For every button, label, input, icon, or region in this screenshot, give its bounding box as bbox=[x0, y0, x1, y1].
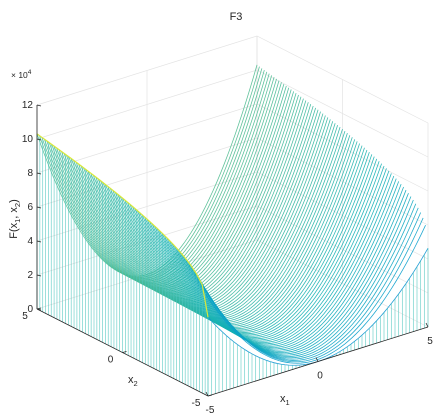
surface-isoline bbox=[151, 154, 373, 336]
surface-isoline bbox=[170, 173, 392, 346]
surface-isoline bbox=[158, 161, 380, 340]
surface-isoline bbox=[178, 181, 400, 350]
z-tick-mark bbox=[36, 104, 42, 107]
surface-isoline bbox=[180, 184, 402, 351]
z-tick-label: 2 bbox=[27, 270, 33, 281]
surface-isoline bbox=[161, 163, 382, 341]
surface-isoline bbox=[58, 80, 280, 288]
chart-title: F3 bbox=[230, 11, 243, 23]
surface-isoline bbox=[202, 217, 424, 363]
z-exponent-label: × 104 bbox=[11, 69, 32, 80]
surface-top-edge bbox=[36, 133, 209, 318]
x1-tick-mark bbox=[205, 391, 209, 397]
x2-tick-label: -5 bbox=[192, 398, 201, 409]
surface-isoline bbox=[200, 212, 422, 361]
surface-isoline bbox=[166, 168, 387, 343]
surface-isoline bbox=[112, 121, 334, 316]
surface-isoline bbox=[205, 225, 426, 364]
x1-tick-mark bbox=[425, 322, 429, 328]
x-axis-label: x1 bbox=[280, 393, 290, 407]
surface-isoline bbox=[92, 105, 314, 306]
surface-mesh bbox=[36, 64, 429, 396]
surface-isoline bbox=[129, 135, 351, 325]
z-tick-label: 6 bbox=[27, 202, 33, 213]
surface-isoline bbox=[146, 149, 368, 333]
z-tick-label: 8 bbox=[27, 168, 33, 179]
surface-isoline bbox=[131, 137, 353, 326]
z-tick-mark bbox=[36, 206, 42, 209]
surface-isoline bbox=[144, 147, 365, 332]
surface-isoline bbox=[139, 143, 360, 330]
z-axis-label: F(x1, x2) bbox=[8, 199, 22, 239]
x2-tick-mark bbox=[122, 351, 127, 353]
surface-isoline bbox=[156, 158, 378, 338]
z-tick-mark bbox=[36, 240, 42, 243]
surface-isoline bbox=[175, 178, 397, 348]
z-tick-mark bbox=[36, 172, 42, 175]
x1-tick-mark bbox=[315, 357, 319, 362]
surface-isoline bbox=[124, 131, 346, 322]
surface-isoline bbox=[39, 66, 260, 278]
x1-tick-label: 0 bbox=[317, 371, 323, 382]
x2-tick-label: 0 bbox=[108, 355, 114, 366]
x2-tick-mark bbox=[207, 394, 213, 397]
z-tick-mark bbox=[36, 274, 42, 277]
x1-tick-label: 5 bbox=[427, 336, 433, 347]
surface-isoline bbox=[61, 82, 282, 290]
surface-isoline bbox=[141, 145, 363, 331]
x2-tick-label: 5 bbox=[22, 311, 28, 322]
surface-isoline bbox=[73, 91, 295, 296]
surface-isoline bbox=[134, 139, 356, 327]
z-axis-tick-labels: 0 2 4 6 8 10 12 bbox=[22, 100, 34, 315]
x2-tick-mark bbox=[36, 307, 42, 310]
surface-isoline bbox=[173, 175, 395, 347]
axes-front-lines bbox=[36, 104, 429, 397]
surface-isoline bbox=[188, 193, 409, 355]
z-tick-label: 0 bbox=[27, 304, 33, 315]
surface-isoline bbox=[183, 186, 404, 352]
surface-isoline bbox=[41, 68, 263, 280]
y-axis-label: x2 bbox=[128, 374, 138, 388]
surface-isoline bbox=[127, 133, 348, 323]
surface-isoline bbox=[163, 165, 385, 342]
z-tick-mark bbox=[36, 138, 42, 141]
surface-isoline bbox=[114, 123, 336, 317]
surface-isoline bbox=[43, 69, 265, 281]
surface-isoline bbox=[117, 125, 338, 318]
surface-isoline bbox=[122, 129, 343, 321]
z-tick-label: 12 bbox=[22, 100, 34, 111]
surface-isoline bbox=[149, 152, 370, 335]
z-tick-label: 10 bbox=[22, 134, 34, 145]
x1-tick-label: -5 bbox=[206, 405, 215, 416]
z-tick-label: 4 bbox=[27, 236, 33, 247]
y-axis-tick-labels: -5 0 5 bbox=[22, 311, 201, 409]
x-axis-tick-labels: -5 0 5 bbox=[206, 336, 434, 416]
